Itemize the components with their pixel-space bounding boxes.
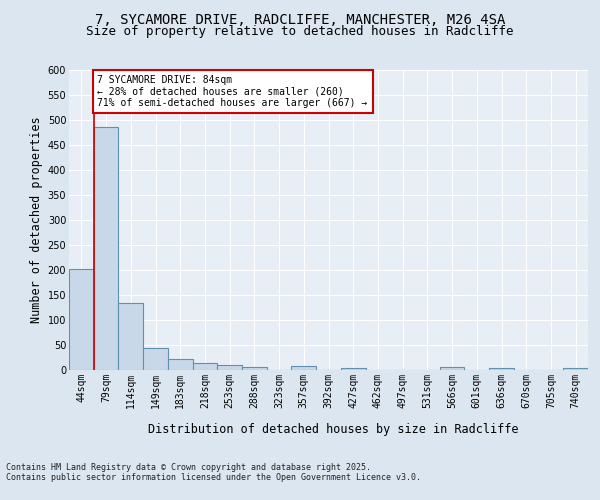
Bar (242, 367, 267, 370)
Bar (168, 359, 193, 370)
Bar (118, 302, 143, 370)
Text: Size of property relative to detached houses in Radcliffe: Size of property relative to detached ho… (86, 25, 514, 38)
Bar (292, 366, 316, 370)
Y-axis label: Number of detached properties: Number of detached properties (31, 116, 43, 324)
Text: 7 SYCAMORE DRIVE: 84sqm
← 28% of detached houses are smaller (260)
71% of semi-d: 7 SYCAMORE DRIVE: 84sqm ← 28% of detache… (97, 75, 368, 108)
Bar (217, 364, 242, 370)
Text: 7, SYCAMORE DRIVE, RADCLIFFE, MANCHESTER, M26 4SA: 7, SYCAMORE DRIVE, RADCLIFFE, MANCHESTER… (95, 12, 505, 26)
Bar (341, 368, 365, 370)
Text: Distribution of detached houses by size in Radcliffe: Distribution of detached houses by size … (148, 422, 518, 436)
Bar (193, 363, 217, 370)
Bar (489, 368, 514, 370)
Bar (563, 368, 588, 370)
Bar (94, 126, 118, 370)
Bar (440, 366, 464, 370)
Bar (69, 268, 94, 370)
Bar (143, 348, 168, 370)
Text: Contains HM Land Registry data © Crown copyright and database right 2025.
Contai: Contains HM Land Registry data © Crown c… (6, 462, 421, 482)
